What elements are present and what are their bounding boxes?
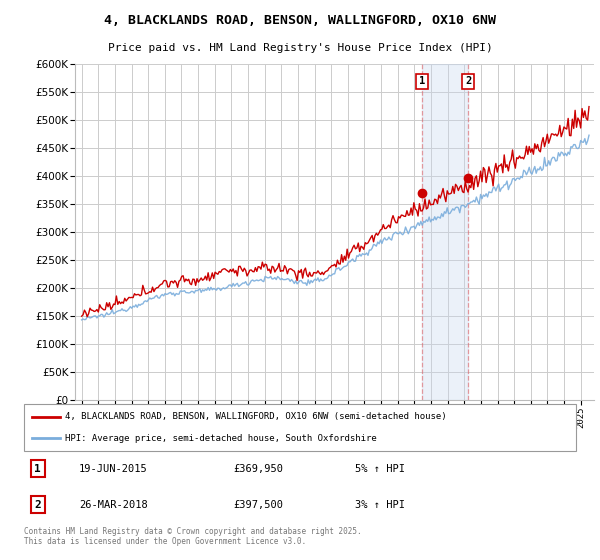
Text: £369,950: £369,950 [234, 464, 284, 474]
Text: 1: 1 [34, 464, 41, 474]
Text: Contains HM Land Registry data © Crown copyright and database right 2025.
This d: Contains HM Land Registry data © Crown c… [24, 527, 362, 547]
Text: 2: 2 [34, 500, 41, 510]
Text: 19-JUN-2015: 19-JUN-2015 [79, 464, 148, 474]
Text: £397,500: £397,500 [234, 500, 284, 510]
Text: 26-MAR-2018: 26-MAR-2018 [79, 500, 148, 510]
Text: 4, BLACKLANDS ROAD, BENSON, WALLINGFORD, OX10 6NW: 4, BLACKLANDS ROAD, BENSON, WALLINGFORD,… [104, 14, 496, 27]
Text: 2: 2 [465, 76, 471, 86]
Text: Price paid vs. HM Land Registry's House Price Index (HPI): Price paid vs. HM Land Registry's House … [107, 43, 493, 53]
Bar [422, 64, 468, 400]
FancyBboxPatch shape [24, 404, 576, 451]
Text: 1: 1 [419, 76, 425, 86]
Text: HPI: Average price, semi-detached house, South Oxfordshire: HPI: Average price, semi-detached house,… [65, 434, 377, 443]
Text: 3% ↑ HPI: 3% ↑ HPI [355, 500, 405, 510]
Text: 4, BLACKLANDS ROAD, BENSON, WALLINGFORD, OX10 6NW (semi-detached house): 4, BLACKLANDS ROAD, BENSON, WALLINGFORD,… [65, 412, 447, 421]
Text: 5% ↑ HPI: 5% ↑ HPI [355, 464, 405, 474]
